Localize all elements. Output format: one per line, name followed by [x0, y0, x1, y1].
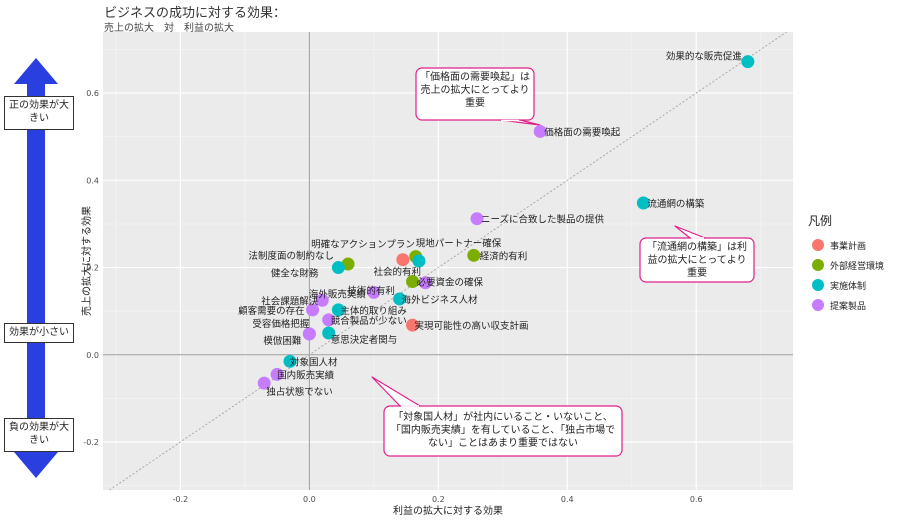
data-point: [406, 318, 420, 332]
point-label: 社会的有利: [373, 266, 421, 278]
legend-title: 凡例: [808, 214, 833, 228]
chart-title: ビジネスの成功に対する効果：: [104, 6, 287, 21]
point-label: 社会課題解決: [261, 295, 319, 307]
arrow-down-head: [14, 452, 58, 478]
point-label: 法制度面の制約なし: [249, 250, 335, 262]
legend: 凡例 事業計画外部経営環境 実施体制提案製品: [808, 212, 884, 315]
y-tick-label: 0.4: [86, 176, 99, 185]
annotation-price-demand: 「価格面の需要喚起」は売上の拡大にとってより重要: [420, 72, 530, 109]
data-point: [412, 254, 426, 268]
callout-price-demand: [415, 67, 535, 121]
data-point: [283, 354, 297, 368]
data-point: [322, 313, 336, 327]
data-point: [315, 293, 329, 307]
data-point: [393, 292, 407, 306]
annotation-distribution: 「流通網の構築」は利益の拡大にとってより重要: [647, 242, 747, 279]
data-point: [331, 303, 345, 317]
x-tick-label: 0.4: [561, 495, 574, 504]
data-point: [257, 376, 271, 390]
y-tick-label: 0.6: [86, 89, 99, 98]
x-axis-label: 利益の拡大に対する効果: [393, 504, 503, 517]
legend-label: 事業計画: [830, 241, 867, 252]
legend-swatch: [812, 239, 824, 251]
y-tick-label: 0.2: [86, 264, 99, 273]
data-point: [636, 196, 650, 210]
y-tick-label: -0.2: [83, 438, 99, 447]
data-point: [533, 124, 547, 138]
point-label: 主体的取り組み: [340, 305, 407, 317]
y-tick-label: 0.0: [86, 351, 99, 360]
point-label: ニーズに合致した製品の提供: [481, 214, 605, 226]
point-label: 国内販売実績: [277, 369, 335, 381]
data-point: [302, 327, 316, 341]
data-point: [467, 248, 481, 262]
point-label: 健全な財務: [271, 268, 319, 280]
diagonal-reference-line: [109, 31, 787, 491]
point-label: 意思決定者関与: [331, 334, 398, 346]
point-label: 顧客需要の存在: [238, 305, 305, 317]
side-label-small: 効果が小さい: [4, 323, 74, 343]
x-tick-label: 0.6: [690, 495, 703, 504]
point-label: 海外販売実績: [309, 288, 367, 300]
data-point: [306, 303, 320, 317]
legend-item: 実施体制: [808, 275, 884, 295]
legend-label: 外部経営環境: [830, 261, 885, 272]
callout-not-important: [383, 405, 623, 457]
arrow-shaft: [27, 84, 45, 388]
side-label-negative: 負の効果が大きい: [4, 418, 74, 452]
data-point: [470, 212, 484, 226]
legend-swatch: [812, 259, 824, 271]
point-label: 模倣困難: [263, 335, 302, 347]
data-point: [367, 285, 381, 299]
point-label: 技術的有利: [347, 285, 395, 297]
data-point: [270, 367, 284, 381]
point-label: 独占状態でない: [266, 386, 333, 398]
data-point: [418, 276, 432, 290]
chart-subtitle: 売上の拡大 対 利益の拡大: [104, 23, 234, 34]
legend-item: 外部経営環境: [808, 255, 884, 275]
arrow-up-head: [14, 58, 58, 84]
point-label: 必要資金の確保: [417, 277, 484, 289]
x-tick-label: 0.0: [303, 495, 316, 504]
point-label: 明確なアクションプラン: [311, 239, 415, 251]
data-point: [406, 275, 420, 289]
point-label: 実現可能性の高い収支計画: [415, 320, 529, 332]
legend-swatch: [812, 279, 824, 291]
legend-item: 提案製品: [808, 295, 884, 315]
point-label: 受容価格把握: [252, 318, 310, 330]
point-label: 競合製品が少ない: [331, 315, 407, 327]
legend-swatch: [812, 299, 824, 311]
legend-label: 提案製品: [830, 301, 867, 312]
legend-item: 事業計画: [808, 235, 884, 255]
data-point: [741, 55, 755, 69]
data-point: [331, 261, 345, 275]
point-label: 価格面の需要喚起: [544, 126, 621, 138]
x-tick-label: 0.2: [432, 495, 445, 504]
x-tick-label: -0.2: [173, 495, 189, 504]
point-label: 効果的な販売促進: [666, 51, 743, 63]
data-point: [396, 253, 410, 267]
point-label: 海外ビジネス人材: [402, 294, 479, 306]
legend-label: 実施体制: [830, 281, 867, 292]
data-point: [322, 326, 336, 340]
side-label-positive: 正の効果が大きい: [4, 96, 74, 130]
point-label: 現地パートナー確保: [416, 238, 502, 250]
point-label: 流通網の構築: [647, 198, 705, 210]
point-label: 経済的有利: [480, 250, 528, 262]
point-label: 対象国人材: [290, 356, 338, 368]
annotation-not-important: 「対象国人材」が社内にいること・いないこと、「国内販売実績」を有していること、「…: [390, 412, 616, 449]
y-axis-label: 売上の拡大に対する効果: [80, 206, 93, 316]
